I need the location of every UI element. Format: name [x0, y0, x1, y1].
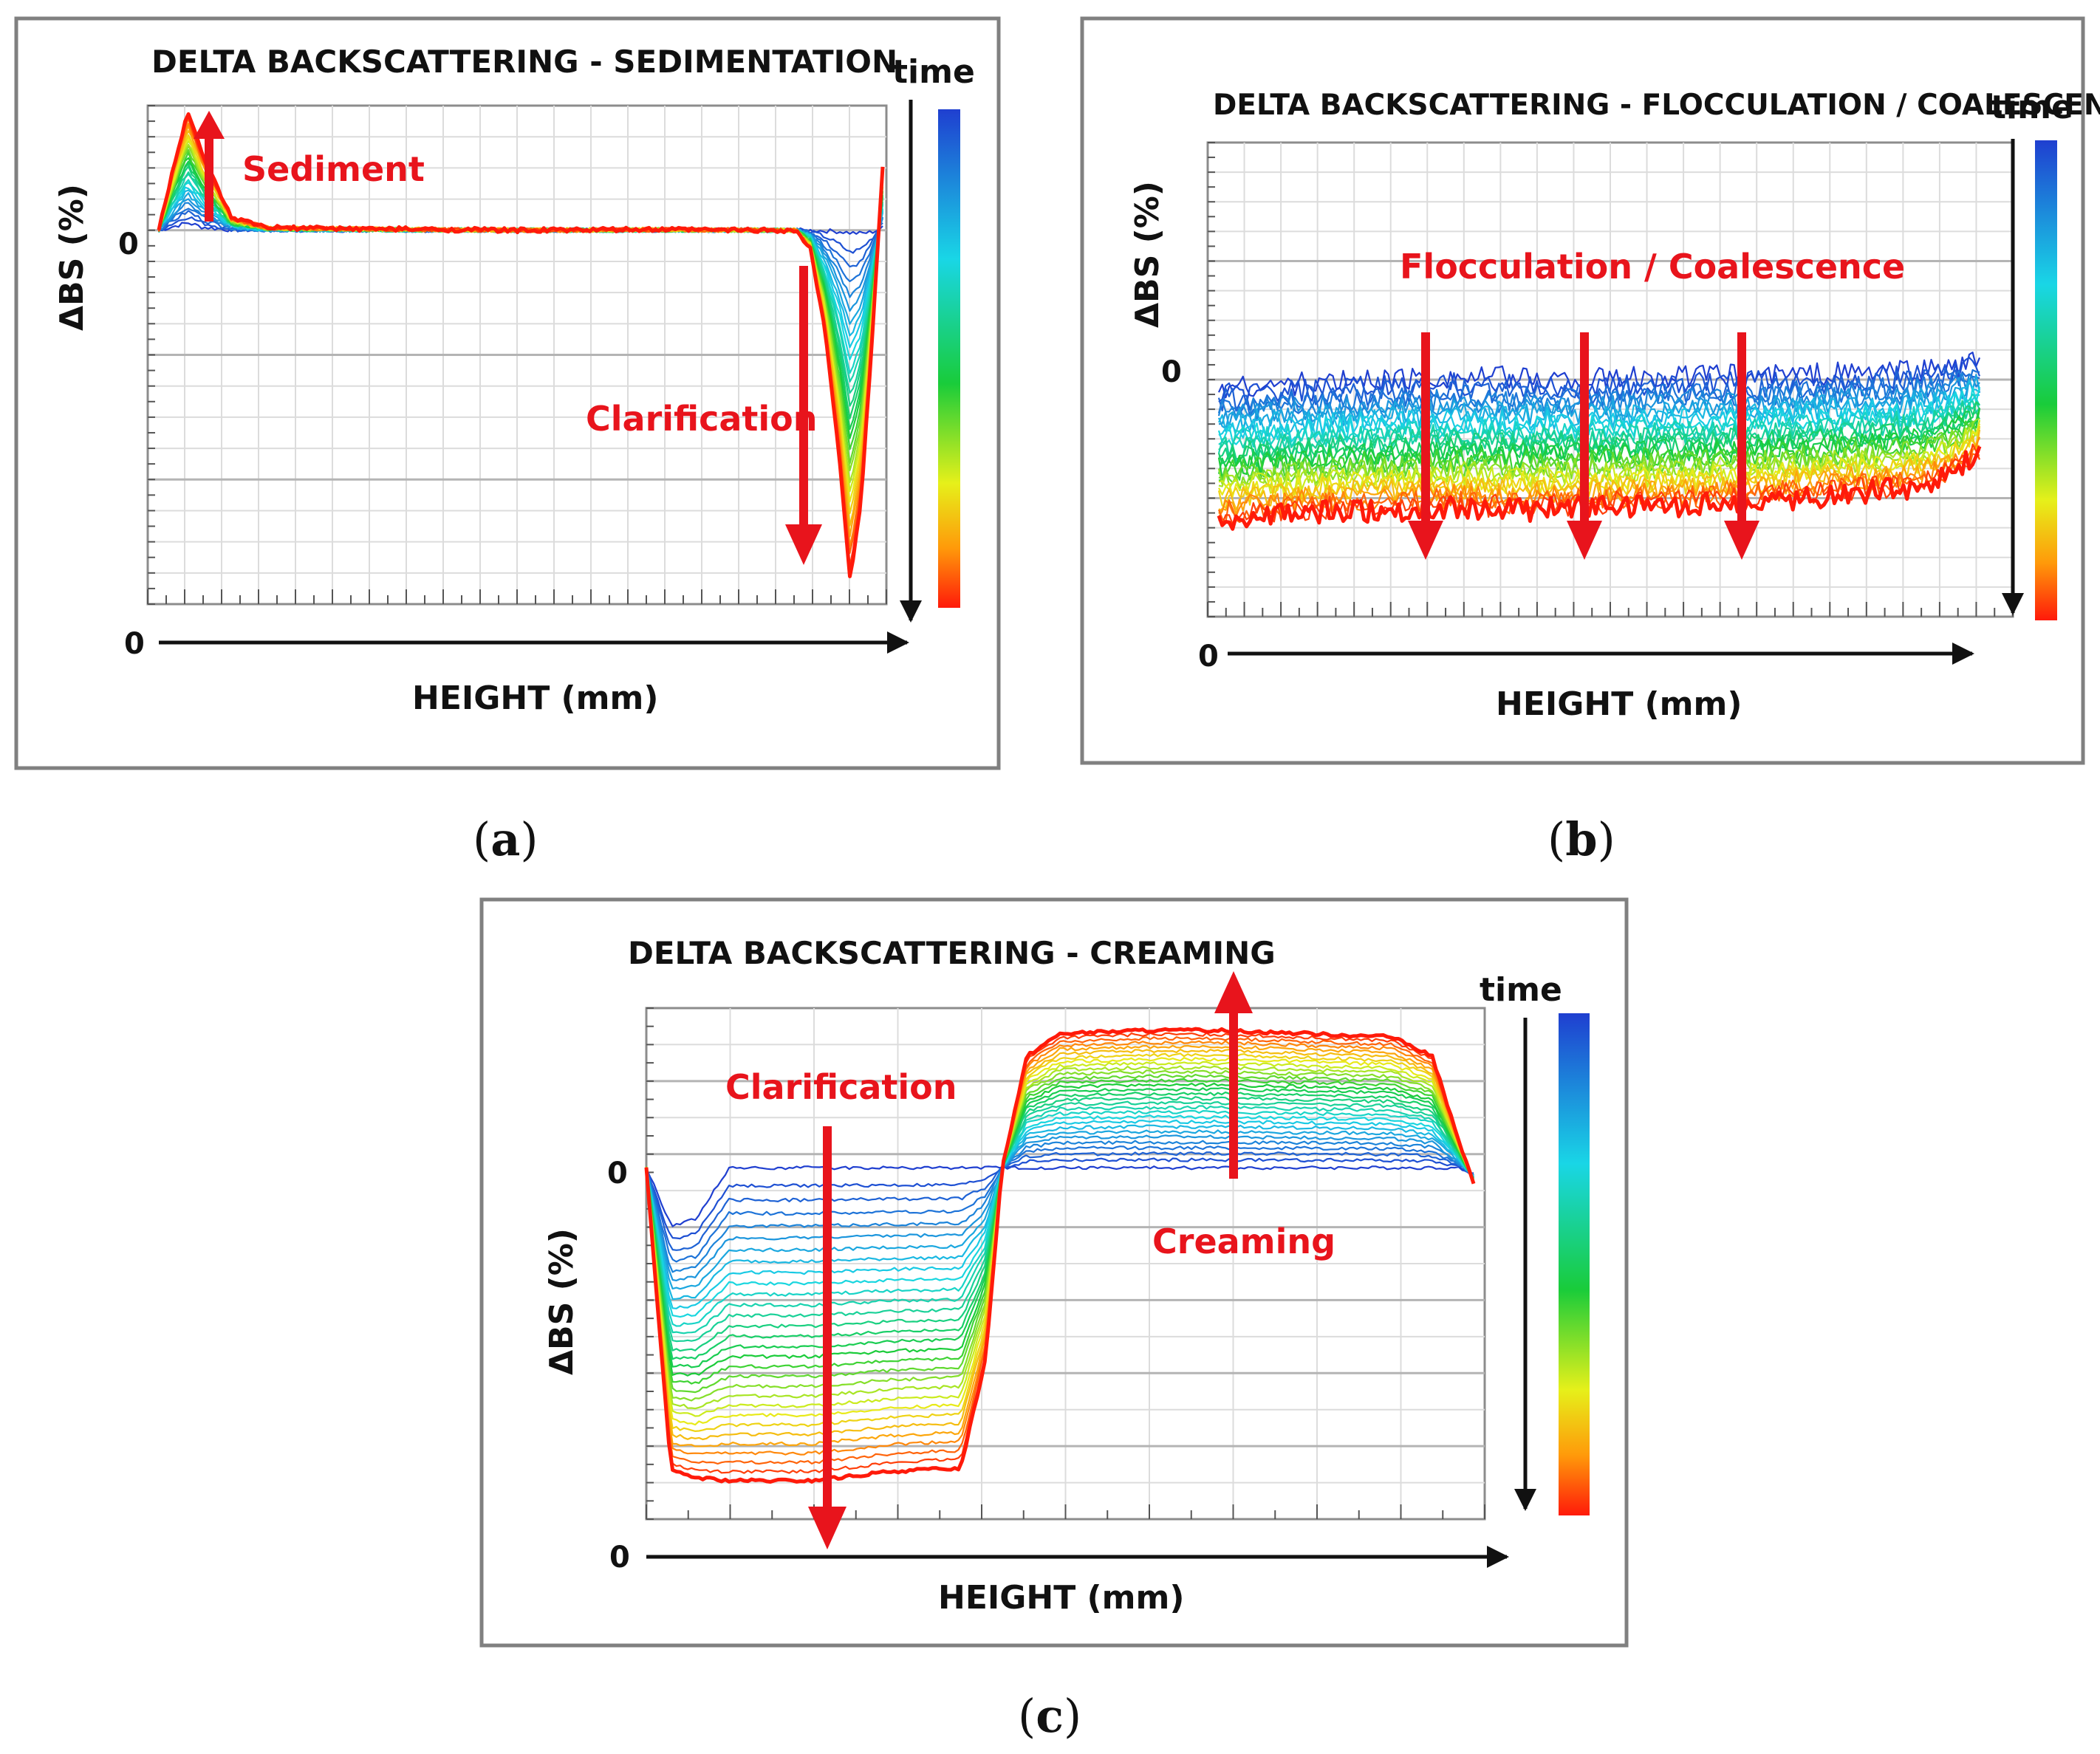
profile-line-3	[645, 1151, 1474, 1251]
panel-b-x-axis-label: HEIGHT (mm)	[1496, 685, 1742, 723]
profile-line-29	[1218, 443, 1981, 525]
panel-b-arrowhead-1	[1408, 521, 1443, 560]
panel-c-creaming-annotation: Creaming	[1152, 1222, 1335, 1261]
panel-a-plot-area	[146, 104, 888, 606]
panel-c-title: DELTA BACKSCATTERING - CREAMING	[628, 935, 1276, 971]
profile-line-21	[645, 1065, 1474, 1410]
panel-a-caption: (a)	[473, 812, 538, 866]
profile-line-19	[1218, 420, 1980, 484]
panel-b-y-zero-label: 0	[1161, 355, 1182, 389]
profile-line-8	[645, 1124, 1474, 1301]
panel-b-plot-area	[1206, 141, 2014, 618]
profile-line-13	[645, 1100, 1474, 1343]
profile-line-18	[645, 1078, 1475, 1385]
panel-a-x-axis-label: HEIGHT (mm)	[412, 679, 658, 717]
profile-line-14	[1218, 405, 1980, 462]
profile-line-19	[645, 1074, 1474, 1394]
panel-c-y-zero-label: 0	[607, 1157, 628, 1191]
profile-line-7	[645, 1129, 1474, 1290]
profile-line-23	[645, 1057, 1475, 1426]
profile-line-5	[645, 1140, 1474, 1273]
profile-line-24	[645, 1052, 1475, 1432]
panel-b-time-label: time	[1991, 89, 2073, 126]
profile-line-6	[1218, 374, 1981, 428]
panel-c-x-zero-label: 0	[609, 1541, 630, 1575]
profile-line-30	[157, 112, 885, 578]
panel-a-sediment-annotation: Sediment	[242, 149, 425, 189]
panel-c-grid	[646, 1007, 1485, 1520]
panel-c: DELTA BACKSCATTERING - CREAMING 0 ΔBS (%…	[479, 897, 1629, 1648]
profile-line-27	[645, 1040, 1475, 1456]
profile-line-29	[157, 115, 884, 567]
profile-line-10	[645, 1114, 1474, 1318]
panel-b-y-axis-label: ΔBS (%)	[1129, 181, 1166, 328]
panel-a-grid	[147, 105, 887, 605]
profile-line-29	[645, 1032, 1474, 1474]
profile-line-5	[1217, 372, 1980, 421]
panel-a-clarification-annotation: Clarification	[586, 399, 818, 439]
profile-line-26	[1218, 445, 1980, 515]
panel-c-x-axis-label: HEIGHT (mm)	[938, 1579, 1184, 1617]
profile-line-17	[1217, 408, 1981, 479]
profile-line-4	[645, 1145, 1474, 1263]
profile-line-2	[645, 1157, 1474, 1240]
profile-line-30	[1217, 445, 1982, 531]
panel-b-title: DELTA BACKSCATTERING - FLOCCULATION / CO…	[1213, 89, 2100, 122]
panel-a-clarification-arrowhead	[785, 524, 822, 565]
panel-c-clarification-annotation: Clarification	[725, 1067, 957, 1107]
panel-b-curves	[1217, 352, 1982, 531]
panel-a-time-label: time	[892, 53, 975, 91]
profile-line-30	[644, 1027, 1476, 1484]
panel-c-clarification-arrowhead	[808, 1507, 847, 1549]
panel-a-x-zero-label: 0	[124, 627, 145, 661]
panel-a-time-colorbar	[938, 109, 960, 608]
profile-line-22	[645, 1061, 1475, 1417]
panel-b-flocculation-annotation: Flocculation / Coalescence	[1400, 247, 1905, 287]
profile-line-17	[645, 1082, 1474, 1377]
profile-line-8	[1218, 380, 1980, 436]
profile-line-25	[645, 1048, 1475, 1441]
profile-line-14	[645, 1096, 1474, 1352]
panel-a-y-zero-label: 0	[118, 227, 139, 261]
profile-line-11	[645, 1109, 1474, 1327]
panel-b-arrowhead-2	[1567, 521, 1602, 560]
panel-c-y-axis-label: ΔBS (%)	[543, 1228, 581, 1375]
panel-b-arrowhead-3	[1724, 521, 1759, 560]
profile-line-9	[645, 1119, 1474, 1309]
profile-line-28	[645, 1036, 1475, 1465]
panel-a-sediment-arrowhead	[194, 111, 225, 139]
panel-a-curves	[157, 112, 885, 578]
panel-b-x-zero-label: 0	[1198, 640, 1219, 674]
profile-line-12	[645, 1105, 1474, 1335]
panel-a-y-axis-label: ΔBS (%)	[53, 184, 91, 331]
profile-line-16	[645, 1087, 1474, 1368]
profile-line-28	[1217, 453, 1980, 524]
profile-line-26	[645, 1044, 1474, 1448]
profile-line-15	[1217, 401, 1980, 468]
panel-c-time-label: time	[1480, 971, 1562, 1009]
profile-line-18	[1218, 420, 1980, 482]
panel-c-creaming-arrowhead	[1214, 971, 1253, 1013]
panel-b-time-colorbar	[2035, 140, 2057, 620]
panel-b-caption: (b)	[1547, 812, 1615, 866]
panel-c-caption: (c)	[1018, 1689, 1081, 1743]
profile-line-6	[645, 1134, 1474, 1281]
profile-line-15	[645, 1092, 1474, 1360]
profile-line-20	[645, 1069, 1474, 1402]
panel-a: DELTA BACKSCATTERING - SEDIMENTATION 0 Δ…	[14, 16, 1001, 770]
panel-c-time-colorbar	[1559, 1013, 1590, 1515]
panel-c-plot-area	[644, 1007, 1486, 1521]
panel-b: DELTA BACKSCATTERING - FLOCCULATION / CO…	[1080, 16, 2100, 765]
panel-c-curves	[644, 1027, 1476, 1484]
panel-a-title: DELTA BACKSCATTERING - SEDIMENTATION	[151, 44, 897, 80]
profile-line-1	[645, 1165, 1474, 1227]
